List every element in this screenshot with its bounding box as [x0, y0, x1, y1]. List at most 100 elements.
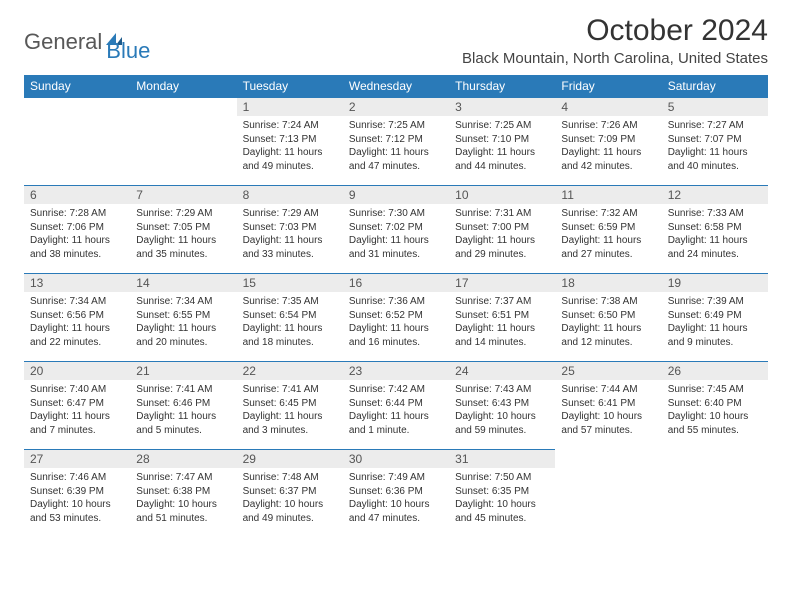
day-cell: 4Sunrise: 7:26 AMSunset: 7:09 PMDaylight… [555, 97, 661, 185]
daylight: Daylight: 11 hours and 20 minutes. [136, 322, 230, 349]
logo: General Blue [24, 20, 150, 64]
sunrise: Sunrise: 7:38 AM [561, 295, 655, 309]
day-number: 22 [237, 362, 343, 380]
daylight: Daylight: 11 hours and 7 minutes. [30, 410, 124, 437]
day-number: 9 [343, 186, 449, 204]
logo-text-2: Blue [106, 38, 150, 64]
daylight: Daylight: 10 hours and 53 minutes. [30, 498, 124, 525]
sunrise: Sunrise: 7:25 AM [349, 119, 443, 133]
day-cell: 12Sunrise: 7:33 AMSunset: 6:58 PMDayligh… [662, 185, 768, 273]
daylight: Daylight: 11 hours and 16 minutes. [349, 322, 443, 349]
daylight: Daylight: 11 hours and 31 minutes. [349, 234, 443, 261]
day-content: Sunrise: 7:35 AMSunset: 6:54 PMDaylight:… [237, 292, 343, 352]
month-title: October 2024 [462, 14, 768, 48]
day-number: 25 [555, 362, 661, 380]
day-content: Sunrise: 7:41 AMSunset: 6:46 PMDaylight:… [130, 380, 236, 440]
day-content: Sunrise: 7:45 AMSunset: 6:40 PMDaylight:… [662, 380, 768, 440]
day-cell: 29Sunrise: 7:48 AMSunset: 6:37 PMDayligh… [237, 449, 343, 537]
day-content: Sunrise: 7:33 AMSunset: 6:58 PMDaylight:… [662, 204, 768, 264]
location: Black Mountain, North Carolina, United S… [462, 50, 768, 67]
daylight: Daylight: 11 hours and 35 minutes. [136, 234, 230, 261]
day-number: 4 [555, 98, 661, 116]
daylight: Daylight: 11 hours and 49 minutes. [243, 146, 337, 173]
day-content: Sunrise: 7:30 AMSunset: 7:02 PMDaylight:… [343, 204, 449, 264]
sunset: Sunset: 6:54 PM [243, 309, 337, 323]
sunset: Sunset: 7:09 PM [561, 133, 655, 147]
sunset: Sunset: 7:03 PM [243, 221, 337, 235]
day-content: Sunrise: 7:38 AMSunset: 6:50 PMDaylight:… [555, 292, 661, 352]
day-cell: 25Sunrise: 7:44 AMSunset: 6:41 PMDayligh… [555, 361, 661, 449]
sunset: Sunset: 6:46 PM [136, 397, 230, 411]
sunset: Sunset: 6:41 PM [561, 397, 655, 411]
sunset: Sunset: 7:02 PM [349, 221, 443, 235]
day-number: 6 [24, 186, 130, 204]
day-content: Sunrise: 7:29 AMSunset: 7:05 PMDaylight:… [130, 204, 236, 264]
weekday-header: Saturday [662, 75, 768, 97]
day-content: Sunrise: 7:26 AMSunset: 7:09 PMDaylight:… [555, 116, 661, 176]
sunrise: Sunrise: 7:41 AM [136, 383, 230, 397]
sunset: Sunset: 6:51 PM [455, 309, 549, 323]
day-number: 7 [130, 186, 236, 204]
day-content: Sunrise: 7:34 AMSunset: 6:55 PMDaylight:… [130, 292, 236, 352]
day-number: 15 [237, 274, 343, 292]
sunrise: Sunrise: 7:26 AM [561, 119, 655, 133]
daylight: Daylight: 11 hours and 38 minutes. [30, 234, 124, 261]
page: General Blue October 2024 Black Mountain… [0, 0, 792, 551]
day-cell: 6Sunrise: 7:28 AMSunset: 7:06 PMDaylight… [24, 185, 130, 273]
sunrise: Sunrise: 7:48 AM [243, 471, 337, 485]
weekday-header: Friday [555, 75, 661, 97]
sunrise: Sunrise: 7:36 AM [349, 295, 443, 309]
day-cell: 10Sunrise: 7:31 AMSunset: 7:00 PMDayligh… [449, 185, 555, 273]
day-content: Sunrise: 7:42 AMSunset: 6:44 PMDaylight:… [343, 380, 449, 440]
day-content: Sunrise: 7:24 AMSunset: 7:13 PMDaylight:… [237, 116, 343, 176]
day-cell: 22Sunrise: 7:41 AMSunset: 6:45 PMDayligh… [237, 361, 343, 449]
sunset: Sunset: 6:39 PM [30, 485, 124, 499]
day-content: Sunrise: 7:27 AMSunset: 7:07 PMDaylight:… [662, 116, 768, 176]
sunrise: Sunrise: 7:34 AM [30, 295, 124, 309]
weekday-header: Sunday [24, 75, 130, 97]
calendar-header-row: SundayMondayTuesdayWednesdayThursdayFrid… [24, 75, 768, 97]
day-cell: 21Sunrise: 7:41 AMSunset: 6:46 PMDayligh… [130, 361, 236, 449]
sunrise: Sunrise: 7:33 AM [668, 207, 762, 221]
daylight: Daylight: 11 hours and 14 minutes. [455, 322, 549, 349]
sunset: Sunset: 6:52 PM [349, 309, 443, 323]
sunrise: Sunrise: 7:47 AM [136, 471, 230, 485]
day-cell: 2Sunrise: 7:25 AMSunset: 7:12 PMDaylight… [343, 97, 449, 185]
day-content: Sunrise: 7:47 AMSunset: 6:38 PMDaylight:… [130, 468, 236, 528]
day-cell: 11Sunrise: 7:32 AMSunset: 6:59 PMDayligh… [555, 185, 661, 273]
sunrise: Sunrise: 7:34 AM [136, 295, 230, 309]
day-content: Sunrise: 7:39 AMSunset: 6:49 PMDaylight:… [662, 292, 768, 352]
sunset: Sunset: 6:59 PM [561, 221, 655, 235]
daylight: Daylight: 11 hours and 5 minutes. [136, 410, 230, 437]
sunset: Sunset: 6:36 PM [349, 485, 443, 499]
day-cell: 1Sunrise: 7:24 AMSunset: 7:13 PMDaylight… [237, 97, 343, 185]
day-cell: 9Sunrise: 7:30 AMSunset: 7:02 PMDaylight… [343, 185, 449, 273]
daylight: Daylight: 11 hours and 44 minutes. [455, 146, 549, 173]
day-number: 21 [130, 362, 236, 380]
day-number: 1 [237, 98, 343, 116]
day-content: Sunrise: 7:50 AMSunset: 6:35 PMDaylight:… [449, 468, 555, 528]
day-content: Sunrise: 7:46 AMSunset: 6:39 PMDaylight:… [24, 468, 130, 528]
day-cell: 23Sunrise: 7:42 AMSunset: 6:44 PMDayligh… [343, 361, 449, 449]
day-number: 29 [237, 450, 343, 468]
day-content: Sunrise: 7:44 AMSunset: 6:41 PMDaylight:… [555, 380, 661, 440]
sunset: Sunset: 6:44 PM [349, 397, 443, 411]
day-number: 18 [555, 274, 661, 292]
daylight: Daylight: 10 hours and 49 minutes. [243, 498, 337, 525]
sunrise: Sunrise: 7:45 AM [668, 383, 762, 397]
sunrise: Sunrise: 7:43 AM [455, 383, 549, 397]
daylight: Daylight: 11 hours and 3 minutes. [243, 410, 337, 437]
day-content: Sunrise: 7:29 AMSunset: 7:03 PMDaylight:… [237, 204, 343, 264]
sunset: Sunset: 6:56 PM [30, 309, 124, 323]
day-cell: 18Sunrise: 7:38 AMSunset: 6:50 PMDayligh… [555, 273, 661, 361]
sunset: Sunset: 6:55 PM [136, 309, 230, 323]
sunset: Sunset: 7:13 PM [243, 133, 337, 147]
weekday-header: Tuesday [237, 75, 343, 97]
sunset: Sunset: 6:40 PM [668, 397, 762, 411]
daylight: Daylight: 11 hours and 33 minutes. [243, 234, 337, 261]
day-content: Sunrise: 7:41 AMSunset: 6:45 PMDaylight:… [237, 380, 343, 440]
day-cell: 19Sunrise: 7:39 AMSunset: 6:49 PMDayligh… [662, 273, 768, 361]
day-number: 28 [130, 450, 236, 468]
sunrise: Sunrise: 7:25 AM [455, 119, 549, 133]
day-number: 31 [449, 450, 555, 468]
